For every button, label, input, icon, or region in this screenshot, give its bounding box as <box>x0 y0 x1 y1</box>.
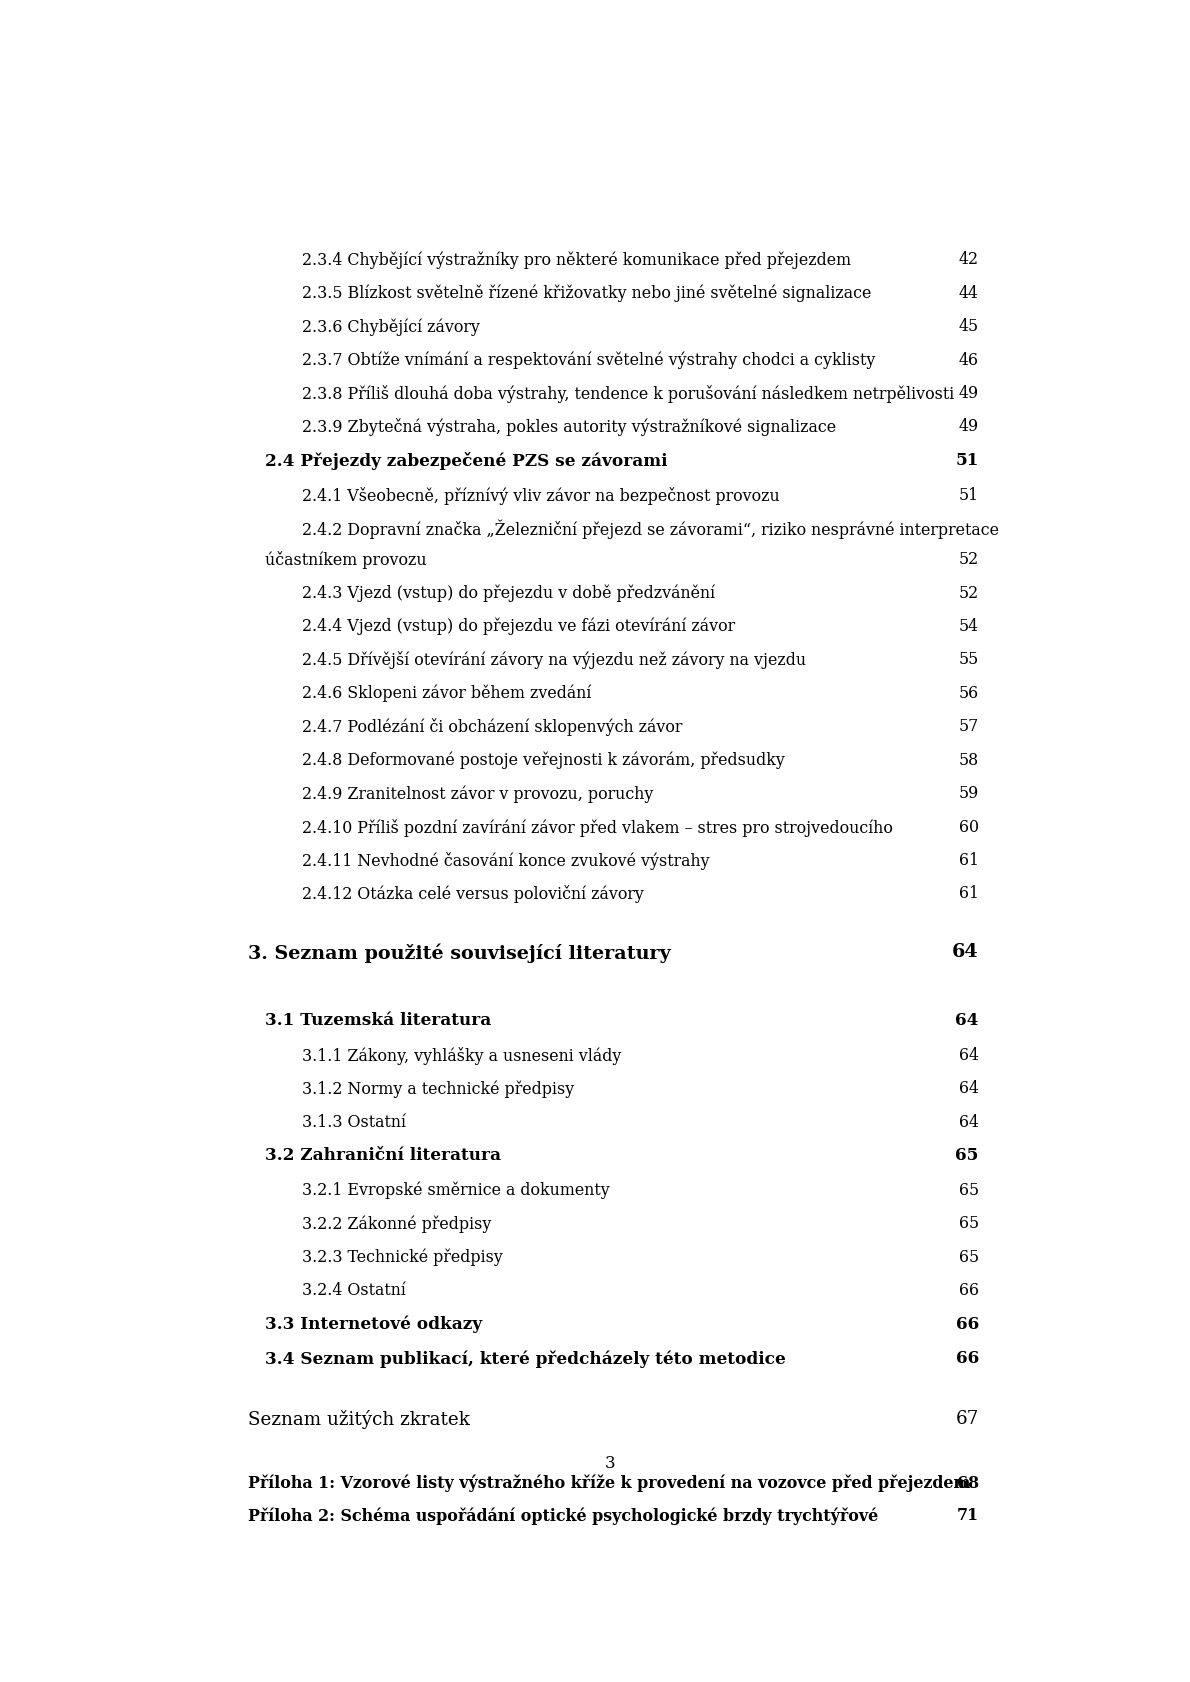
Text: 2.4.9 Zranitelnost závor v provozu, poruchy: 2.4.9 Zranitelnost závor v provozu, poru… <box>302 784 653 802</box>
Text: 54: 54 <box>959 617 978 634</box>
Text: 42: 42 <box>959 251 978 267</box>
Text: 3.1 Tuzemská literatura: 3.1 Tuzemská literatura <box>265 1011 491 1029</box>
Text: 2.3.4 Chybějící výstražníky pro některé komunikace před přejezdem: 2.3.4 Chybějící výstražníky pro některé … <box>302 251 851 269</box>
Text: 3.2.1 Evropské směrnice a dokumenty: 3.2.1 Evropské směrnice a dokumenty <box>302 1181 609 1199</box>
Text: 64: 64 <box>956 1011 978 1029</box>
Text: 49: 49 <box>959 385 978 402</box>
Text: 65: 65 <box>959 1248 978 1265</box>
Text: 66: 66 <box>959 1282 978 1299</box>
Text: 61: 61 <box>959 885 978 902</box>
Text: 2.4.1 Všeobecně, příznívý vliv závor na bezpečnost provozu: 2.4.1 Všeobecně, příznívý vliv závor na … <box>302 486 779 505</box>
Text: 2.4.4 Vjezd (vstup) do přejezdu ve fázi otevírání závor: 2.4.4 Vjezd (vstup) do přejezdu ve fázi … <box>302 617 735 636</box>
Text: 68: 68 <box>957 1473 978 1490</box>
Text: 3: 3 <box>605 1453 615 1472</box>
Text: 2.4.8 Deformované postoje veřejnosti k závorám, předsudky: 2.4.8 Deformované postoje veřejnosti k z… <box>302 752 784 769</box>
Text: 49: 49 <box>959 419 978 436</box>
Text: 64: 64 <box>959 1080 978 1097</box>
Text: 2.3.9 Zbytečná výstraha, pokles autority výstražníkové signalizace: 2.3.9 Zbytečná výstraha, pokles autority… <box>302 419 835 436</box>
Text: 59: 59 <box>958 784 978 802</box>
Text: 3.2.3 Technické předpisy: 3.2.3 Technické předpisy <box>302 1248 502 1265</box>
Text: 44: 44 <box>959 284 978 301</box>
Text: 65: 65 <box>956 1147 978 1164</box>
Text: Příloha 1: Vzorové listy výstražného kříže k provedení na vozovce před přejezdem: Příloha 1: Vzorové listy výstražného kří… <box>249 1473 971 1492</box>
Text: 3.3 Internetové odkazy: 3.3 Internetové odkazy <box>265 1315 482 1332</box>
Text: 66: 66 <box>956 1315 978 1332</box>
Text: 2.3.8 Příliš dlouhá doba výstrahy, tendence k porušování následkem netrpělivosti: 2.3.8 Příliš dlouhá doba výstrahy, tende… <box>302 385 954 402</box>
Text: 51: 51 <box>956 451 978 469</box>
Text: účastníkem provozu: účastníkem provozu <box>265 550 426 569</box>
Text: 65: 65 <box>959 1214 978 1231</box>
Text: 2.3.7 Obtíže vnímání a respektování světelné výstrahy chodci a cyklisty: 2.3.7 Obtíže vnímání a respektování svět… <box>302 352 875 368</box>
Text: 67: 67 <box>956 1410 978 1426</box>
Text: 64: 64 <box>959 1046 978 1063</box>
Text: 64: 64 <box>952 944 978 960</box>
Text: 3. Seznam použité související literatury: 3. Seznam použité související literatury <box>249 944 671 962</box>
Text: 2.4.10 Příliš pozdní zavírání závor před vlakem – stres pro strojvedoucího: 2.4.10 Příliš pozdní zavírání závor před… <box>302 817 892 836</box>
Text: 2.4.6 Sklopeni závor během zvedání: 2.4.6 Sklopeni závor během zvedání <box>302 685 591 701</box>
Text: 61: 61 <box>959 851 978 868</box>
Text: 3.1.2 Normy a technické předpisy: 3.1.2 Normy a technické předpisy <box>302 1080 574 1097</box>
Text: 2.4.5 Dřívější otevírání závory na výjezdu než závory na vjezdu: 2.4.5 Dřívější otevírání závory na výjez… <box>302 651 806 669</box>
Text: 55: 55 <box>958 651 978 668</box>
Text: 58: 58 <box>958 752 978 769</box>
Text: 2.4.11 Nevhodné časování konce zvukové výstrahy: 2.4.11 Nevhodné časování konce zvukové v… <box>302 851 709 870</box>
Text: 46: 46 <box>959 352 978 368</box>
Text: 2.3.5 Blízkost světelně řízené křižovatky nebo jiné světelné signalizace: 2.3.5 Blízkost světelně řízené křižovatk… <box>302 284 871 303</box>
Text: 64: 64 <box>959 1113 978 1130</box>
Text: 51: 51 <box>959 486 978 503</box>
Text: 3.2.2 Zákonné předpisy: 3.2.2 Zákonné předpisy <box>302 1214 491 1233</box>
Text: 60: 60 <box>959 817 978 834</box>
Text: 71: 71 <box>957 1507 978 1524</box>
Text: Seznam užitých zkratek: Seznam užitých zkratek <box>249 1410 470 1428</box>
Text: 3.1.1 Zákony, vyhlášky a usneseni vlády: 3.1.1 Zákony, vyhlášky a usneseni vlády <box>302 1046 621 1065</box>
Text: 2.4 Přejezdy zabezpečené PZS se závorami: 2.4 Přejezdy zabezpečené PZS se závorami <box>265 451 668 469</box>
Text: 3.2 Zahraniční literatura: 3.2 Zahraniční literatura <box>265 1147 501 1164</box>
Text: 45: 45 <box>959 318 978 335</box>
Text: 66: 66 <box>956 1349 978 1366</box>
Text: 2.3.6 Chybějící závory: 2.3.6 Chybějící závory <box>302 318 480 335</box>
Text: 2.4.2 Dopravní značka „Železniční přejezd se závorami“, riziko nesprávné interpr: 2.4.2 Dopravní značka „Železniční přejez… <box>302 520 998 540</box>
Text: 2.4.12 Otázka celé versus poloviční závory: 2.4.12 Otázka celé versus poloviční závo… <box>302 885 644 903</box>
Text: 65: 65 <box>959 1181 978 1198</box>
Text: 52: 52 <box>959 584 978 600</box>
Text: 57: 57 <box>958 718 978 735</box>
Text: 2.4.7 Podlézání či obcházení sklopenvých závor: 2.4.7 Podlézání či obcházení sklopenvých… <box>302 718 682 735</box>
Text: 2.4.3 Vjezd (vstup) do přejezdu v době předzvánění: 2.4.3 Vjezd (vstup) do přejezdu v době p… <box>302 584 715 602</box>
Text: 56: 56 <box>959 685 978 701</box>
Text: 3.4 Seznam publikací, které předcházely této metodice: 3.4 Seznam publikací, které předcházely … <box>265 1349 785 1367</box>
Text: 3.2.4 Ostatní: 3.2.4 Ostatní <box>302 1282 406 1299</box>
Text: 3.1.3 Ostatní: 3.1.3 Ostatní <box>302 1113 406 1130</box>
Text: Příloha 2: Schéma uspořádání optické psychologické brzdy trychtýřové: Příloha 2: Schéma uspořádání optické psy… <box>249 1507 878 1524</box>
Text: 52: 52 <box>959 550 978 569</box>
